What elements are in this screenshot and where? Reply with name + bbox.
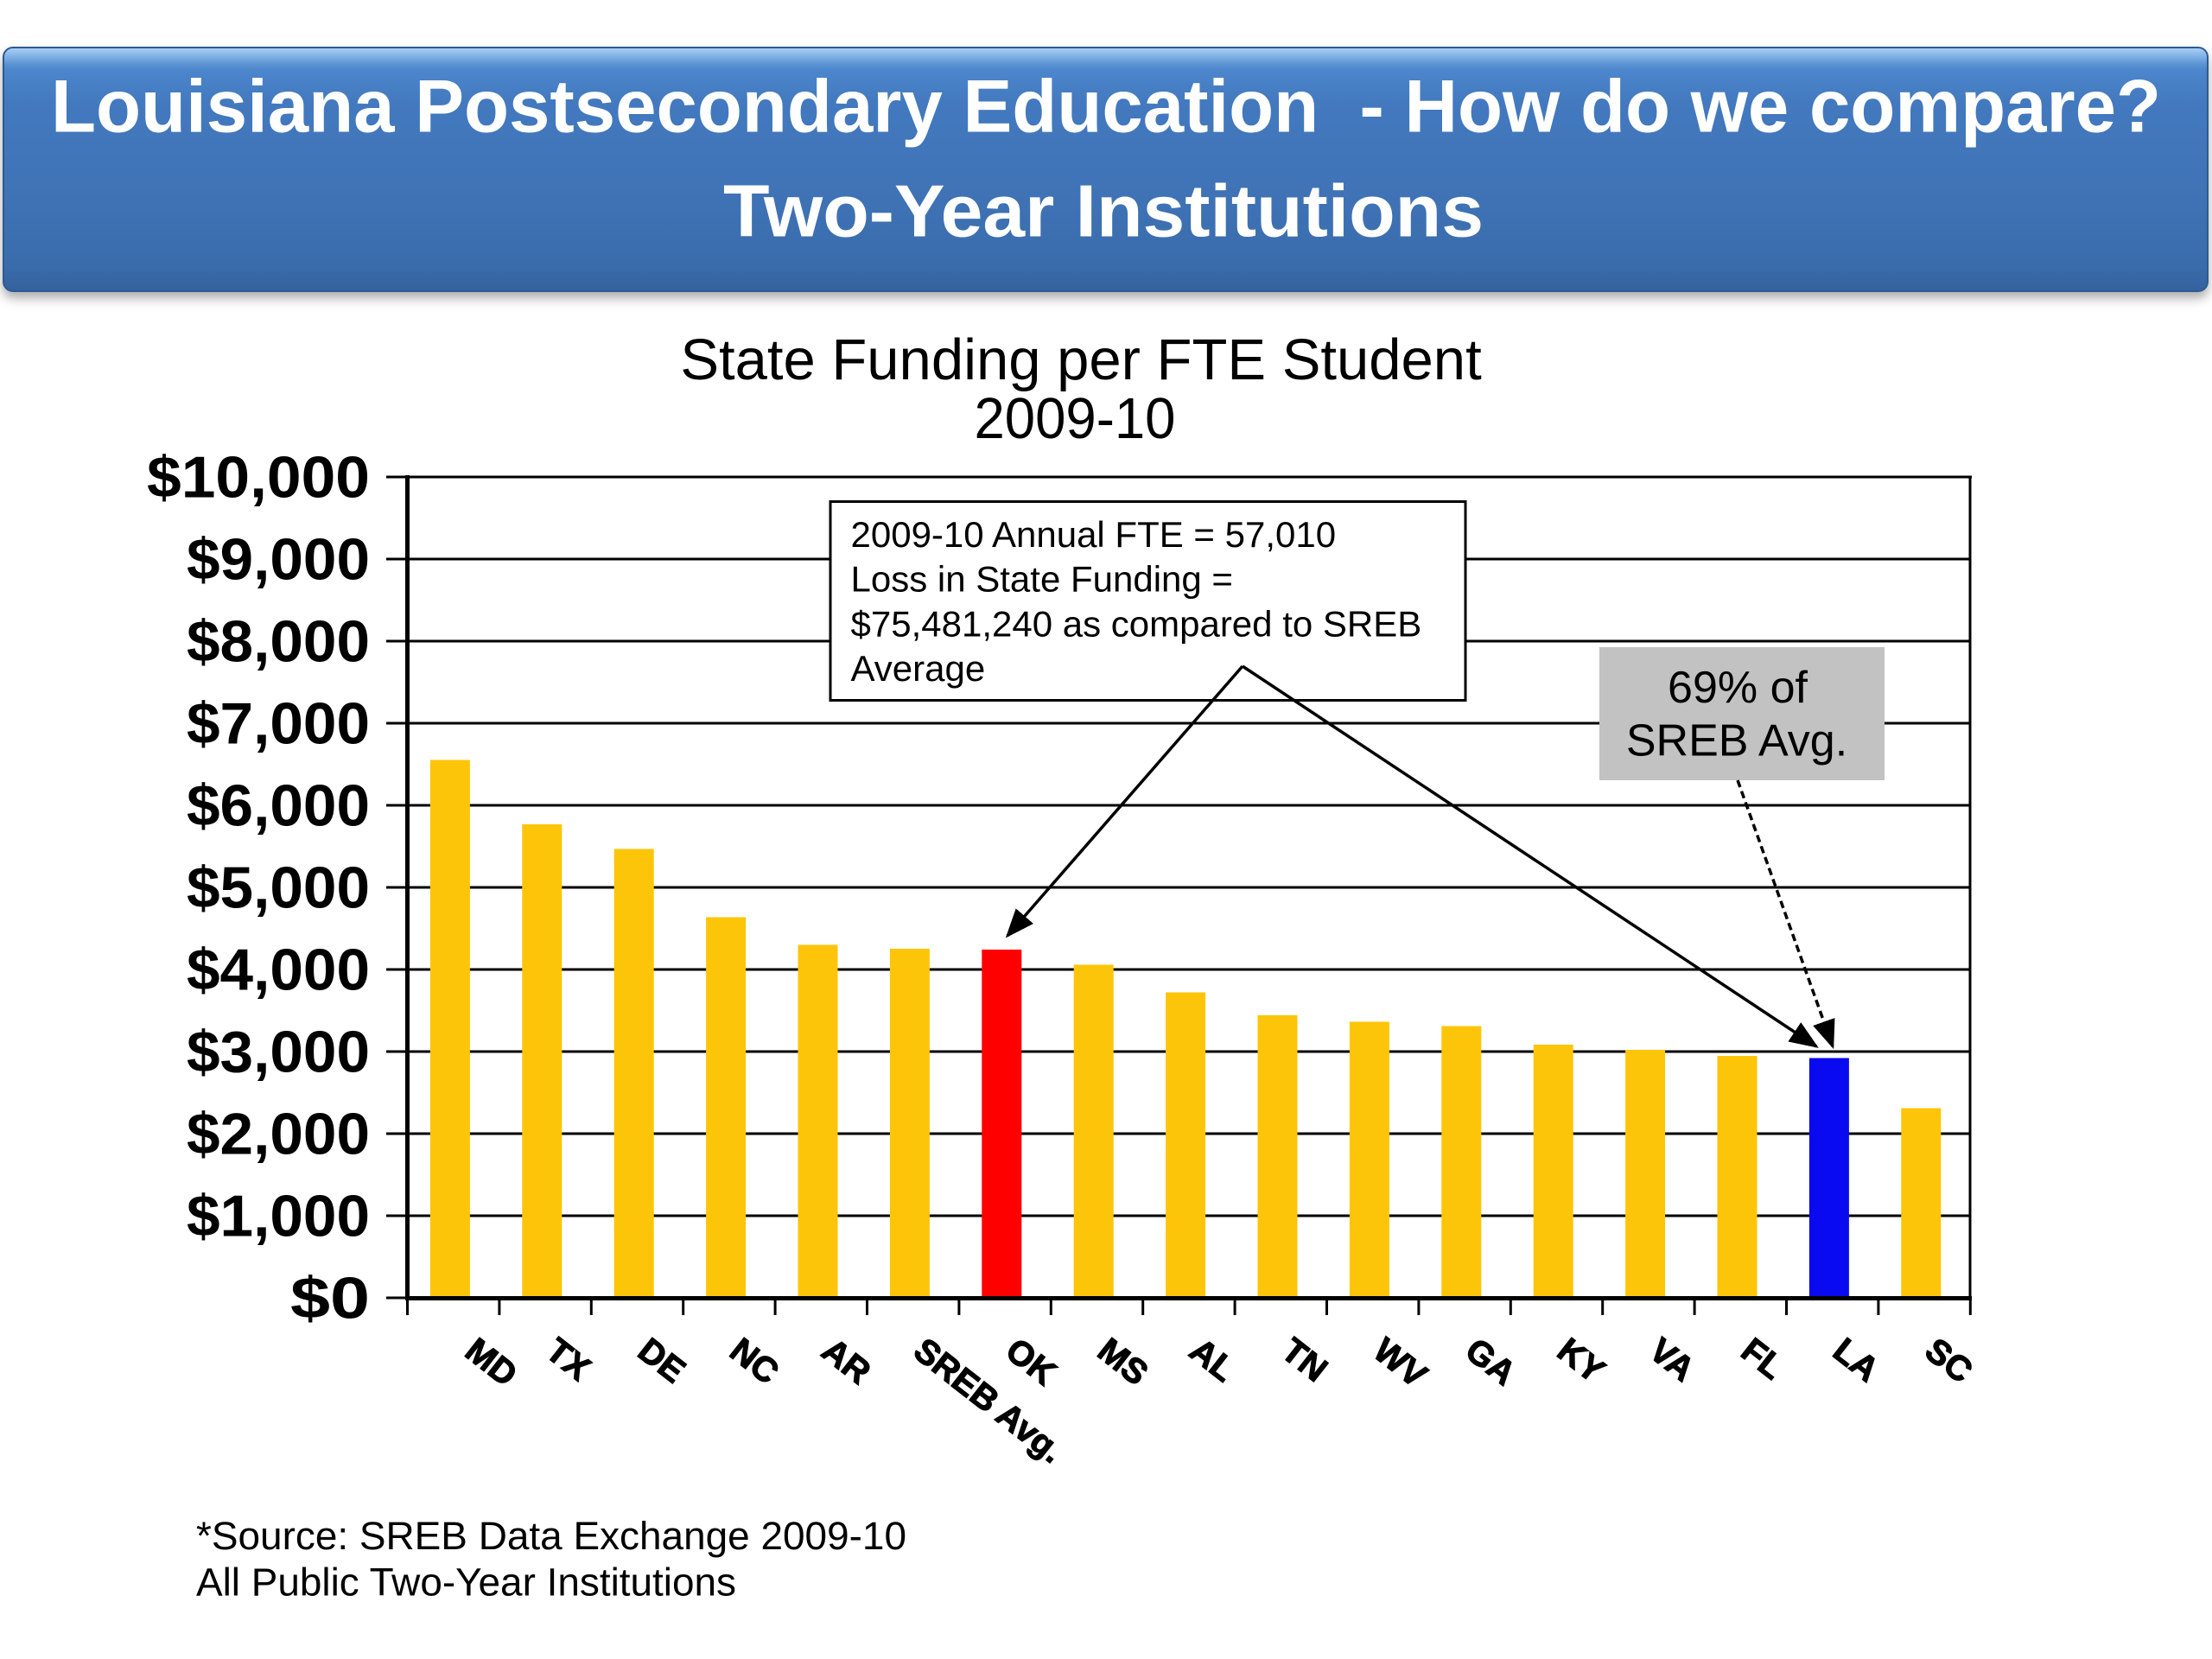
svg-text:Average: Average [851, 648, 986, 689]
svg-text:*Source: SREB Data Exchange 20: *Source: SREB Data Exchange 2009-10 [196, 1514, 906, 1558]
svg-text:All Public Two-Year Institutio: All Public Two-Year Institutions [196, 1560, 736, 1604]
svg-text:$75,481,240 as compared to SRE: $75,481,240 as compared to SREB [851, 603, 1422, 644]
svg-text:Loss in State Funding =: Loss in State Funding = [851, 559, 1233, 600]
svg-text:TN: TN [1274, 1331, 1334, 1389]
svg-text:MD: MD [458, 1331, 524, 1394]
svg-text:VA: VA [1643, 1331, 1702, 1389]
svg-text:$9,000: $9,000 [187, 526, 370, 592]
svg-text:SC: SC [1918, 1331, 1980, 1390]
svg-text:$2,000: $2,000 [187, 1101, 370, 1166]
svg-text:$10,000: $10,000 [147, 444, 370, 510]
svg-text:$8,000: $8,000 [187, 608, 370, 674]
svg-text:OK: OK [999, 1331, 1063, 1393]
svg-text:LA: LA [1826, 1331, 1885, 1389]
svg-text:TX: TX [539, 1331, 598, 1388]
svg-text:State Funding per FTE Student: State Funding per FTE Student [680, 327, 1482, 392]
svg-text:2009-10 Annual FTE = 57,010: 2009-10 Annual FTE = 57,010 [851, 514, 1337, 555]
svg-text:AL: AL [1183, 1331, 1243, 1389]
svg-text:$4,000: $4,000 [187, 937, 370, 1002]
svg-text:2009-10: 2009-10 [975, 386, 1176, 451]
svg-text:GA: GA [1459, 1331, 1522, 1393]
svg-text:FL: FL [1734, 1331, 1791, 1387]
svg-text:$1,000: $1,000 [187, 1183, 370, 1249]
svg-text:NC: NC [723, 1331, 786, 1391]
svg-text:WV: WV [1366, 1331, 1433, 1395]
svg-text:SREB Avg.: SREB Avg. [1626, 716, 1847, 766]
svg-text:Two-Year Institutions: Two-Year Institutions [723, 171, 1484, 253]
svg-text:DE: DE [631, 1331, 692, 1390]
svg-text:$6,000: $6,000 [187, 772, 370, 838]
svg-text:$3,000: $3,000 [187, 1019, 370, 1084]
svg-text:69% of: 69% of [1668, 663, 1808, 713]
svg-text:MS: MS [1090, 1331, 1154, 1393]
svg-text:AR: AR [815, 1331, 878, 1391]
svg-text:KY: KY [1550, 1331, 1611, 1390]
svg-text:$7,000: $7,000 [187, 690, 370, 756]
svg-text:Louisiana Postsecondary Educat: Louisiana Postsecondary Education - How … [51, 66, 2161, 149]
svg-text:$5,000: $5,000 [187, 855, 370, 920]
svg-text:$0: $0 [290, 1265, 370, 1331]
